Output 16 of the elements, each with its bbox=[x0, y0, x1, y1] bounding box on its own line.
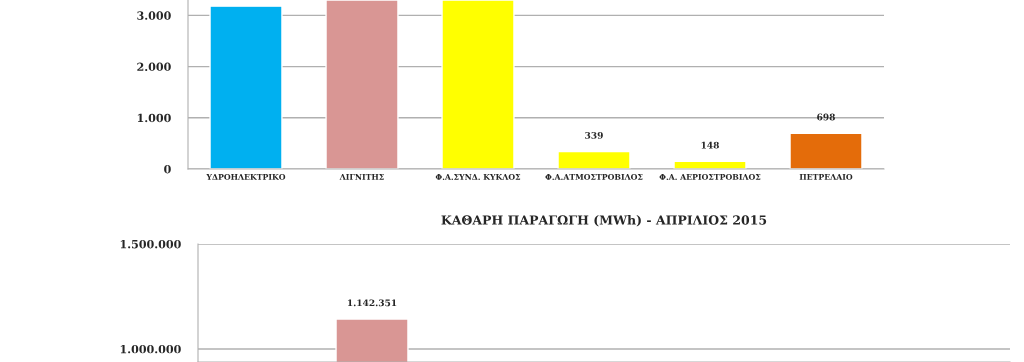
bar bbox=[209, 5, 283, 169]
y-tick-label: 1.500.000 bbox=[120, 239, 181, 249]
y-tick-label: 0 bbox=[164, 164, 171, 174]
y-tick-label: 3.000 bbox=[137, 11, 171, 20]
bar bbox=[325, 0, 399, 169]
y-tick-label: 1.000 bbox=[137, 113, 171, 123]
y-tick-label: 2.000 bbox=[137, 62, 171, 71]
bar bbox=[557, 150, 631, 169]
data-label: 698 bbox=[817, 113, 835, 121]
bar bbox=[441, 0, 515, 169]
data-label: 1.142.351 bbox=[347, 299, 397, 307]
data-label: 148 bbox=[701, 141, 719, 149]
chart-title: ΚΑΘΑΡΗ ΠΑΡΑΓΩΓΗ (MWh) - ΑΠΡΙΛΙΟΣ 2015 bbox=[441, 215, 767, 227]
bar bbox=[789, 132, 863, 169]
data-label: 339 bbox=[585, 131, 603, 139]
y-tick-label: 1.000.000 bbox=[120, 344, 181, 354]
